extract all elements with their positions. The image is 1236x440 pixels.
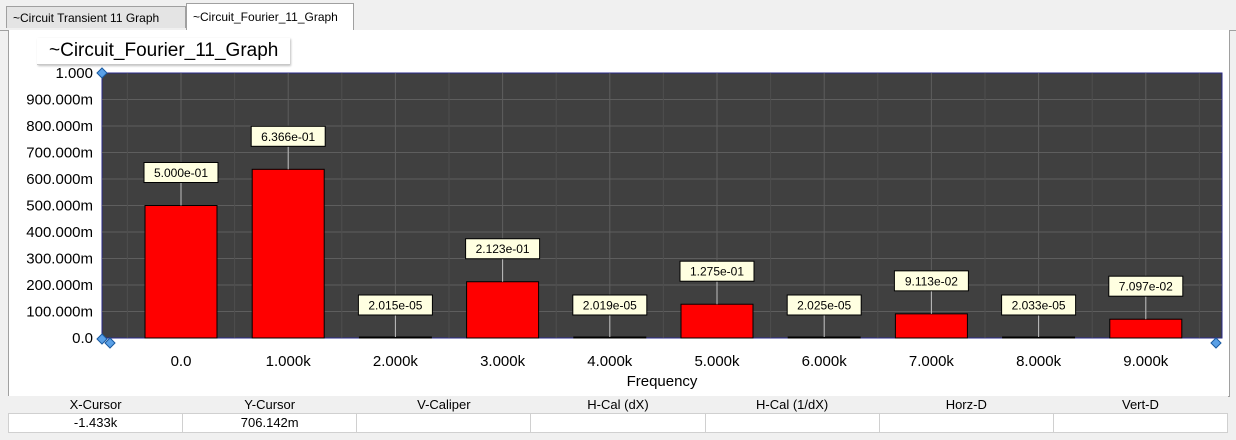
bar-3.000k[interactable] — [466, 281, 540, 339]
data-label: 2.033e-05 — [1012, 298, 1066, 312]
y-cursor-header: Y-Cursor — [244, 397, 296, 412]
vert-d-header: Vert-D — [1122, 397, 1159, 412]
tab-transient-graph[interactable]: ~Circuit Transient 11 Graph — [6, 6, 186, 28]
tab-fourier-graph[interactable]: ~Circuit_Fourier_11_Graph — [186, 3, 354, 30]
data-label-box[interactable] — [1001, 294, 1077, 316]
x-tick-label: 2.000k — [373, 353, 419, 370]
x-tick-label: 3.000k — [480, 353, 526, 370]
data-label: 1.275e-01 — [690, 265, 744, 279]
data-label: 6.366e-01 — [261, 130, 315, 144]
data-label-box[interactable] — [572, 294, 648, 316]
bar-5.000k[interactable] — [680, 303, 754, 339]
bar-6.000k[interactable] — [787, 336, 861, 339]
data-label: 2.025e-05 — [797, 298, 851, 312]
x-tick-label: 1.000k — [266, 353, 312, 370]
x-tick-label: 6.000k — [802, 353, 848, 370]
data-label-box[interactable] — [786, 294, 862, 316]
bar-8.000k[interactable] — [1002, 336, 1076, 339]
x-axis-label: Frequency — [627, 373, 698, 390]
x-tick-label: 0.0 — [171, 353, 192, 370]
horz-d-header: Horz-D — [945, 397, 987, 412]
bar-9.000k[interactable] — [1109, 318, 1183, 339]
h-cal-inv-dx-header: H-Cal (1/dX) — [756, 397, 829, 412]
h-cal-dx-header: H-Cal (dX) — [587, 397, 649, 412]
x-tick-label: 8.000k — [1016, 353, 1062, 370]
y-tick-label: 600.000m — [26, 171, 93, 188]
x-tick-label: 5.000k — [694, 353, 740, 370]
graph-title: ~Circuit_Fourier_11_Graph — [37, 38, 291, 65]
tab-bar: ~Circuit Transient 11 Graph ~Circuit_Fou… — [0, 0, 1236, 31]
data-label-box[interactable] — [465, 238, 541, 260]
vert-d-value — [1052, 413, 1229, 433]
bar-2.000k[interactable] — [358, 336, 432, 339]
h-cal-inv-dx-value — [704, 413, 880, 433]
y-axis-top-handle[interactable] — [96, 67, 108, 79]
bar-7.000k[interactable] — [894, 313, 968, 339]
measurement-bar: X-Cursor Y-Cursor V-Caliper H-Cal (dX) H… — [7, 396, 1229, 436]
x-axis-left-handle[interactable] — [104, 337, 116, 349]
v-caliper-header: V-Caliper — [417, 397, 471, 412]
data-label-box[interactable] — [679, 260, 755, 282]
fourier-bar-chart[interactable]: 0.0 100.000m 200.000m 300.000m 400.000m 500.0… — [0, 0, 1236, 396]
v-caliper-value — [356, 413, 532, 433]
data-label-box[interactable] — [357, 294, 433, 316]
data-label-box[interactable] — [143, 162, 219, 183]
y-tick-label: 0.0 — [72, 330, 93, 347]
x-tick-label: 9.000k — [1123, 353, 1169, 370]
data-label-box[interactable] — [250, 125, 326, 147]
data-label-box[interactable] — [893, 270, 969, 292]
h-cal-dx-value — [530, 413, 706, 433]
y-axis-origin-handle[interactable] — [96, 333, 108, 345]
y-tick-label: 400.000m — [26, 224, 93, 241]
y-tick-label: 200.000m — [26, 277, 93, 294]
bar-1.000k[interactable] — [251, 168, 325, 339]
x-tick-label: 4.000k — [587, 353, 633, 370]
data-label: 5.000e-01 — [154, 166, 208, 180]
data-label: 7.097e-02 — [1119, 280, 1173, 294]
y-tick-label: 500.000m — [26, 198, 93, 215]
data-label-box[interactable] — [1108, 275, 1184, 297]
bar-4.000k[interactable] — [573, 336, 647, 339]
data-label: 9.113e-02 — [905, 274, 958, 288]
x-cursor-value: -1.433k — [7, 413, 184, 433]
x-tick-label: 7.000k — [909, 353, 955, 370]
x-axis-right-handle[interactable] — [1210, 337, 1222, 349]
data-label: 2.015e-05 — [368, 298, 422, 312]
y-tick-label: 800.000m — [26, 118, 93, 135]
y-tick-label: 100.000m — [26, 304, 93, 321]
y-cursor-value: 706.142m — [182, 413, 358, 433]
y-tick-label: 700.000m — [26, 145, 93, 162]
data-label: 2.019e-05 — [583, 298, 637, 312]
y-tick-label: 900.000m — [26, 92, 93, 109]
y-tick-label: 1.000 — [55, 65, 93, 82]
horz-d-value — [878, 413, 1054, 433]
bar-0.0[interactable] — [144, 205, 218, 339]
y-tick-label: 300.000m — [26, 251, 93, 268]
x-cursor-header: X-Cursor — [69, 397, 122, 412]
data-label: 2.123e-01 — [476, 242, 530, 256]
